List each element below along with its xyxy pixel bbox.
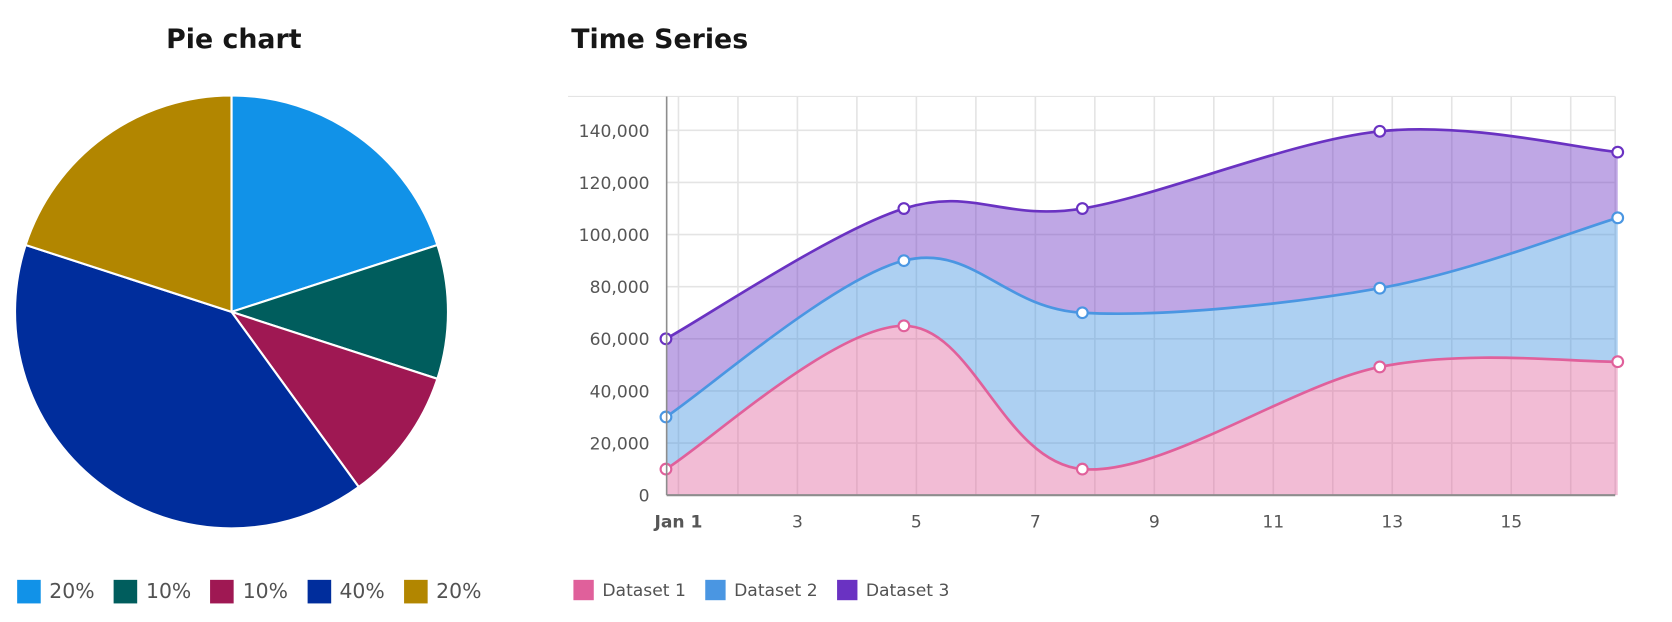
legend-label: 10% bbox=[242, 579, 288, 604]
x-tick-label: 13 bbox=[1381, 512, 1403, 532]
area-dataset-2 bbox=[665, 217, 1618, 470]
y-tick-label: 0 bbox=[639, 487, 650, 507]
time-series-legend: Dataset 1 Dataset 2 Dataset 3 bbox=[573, 579, 968, 601]
x-tick-label: 7 bbox=[1030, 512, 1041, 532]
legend-label: Dataset 2 bbox=[734, 579, 818, 601]
pie-legend: 20% 10% 10% 40% 20% bbox=[17, 579, 501, 604]
legend-swatch bbox=[573, 579, 594, 601]
pie-legend-item[interactable]: 10% bbox=[113, 579, 192, 604]
data-point[interactable] bbox=[1075, 306, 1089, 320]
x-tick-label: 3 bbox=[792, 512, 803, 532]
legend-swatch bbox=[17, 579, 41, 604]
pie-legend-item[interactable]: 40% bbox=[307, 579, 385, 604]
legend-label: Dataset 1 bbox=[602, 579, 686, 601]
data-point[interactable] bbox=[897, 254, 911, 268]
data-point[interactable] bbox=[1075, 202, 1089, 215]
legend-swatch bbox=[113, 579, 138, 604]
x-tick-label: 9 bbox=[1149, 512, 1160, 532]
pie-legend-item[interactable]: 20% bbox=[404, 579, 482, 604]
area-dataset-3 bbox=[665, 129, 1618, 417]
data-point[interactable] bbox=[897, 202, 911, 215]
data-point[interactable] bbox=[1373, 124, 1387, 138]
legend-swatch bbox=[836, 579, 858, 601]
data-point[interactable] bbox=[1611, 145, 1625, 159]
legend-label: 20% bbox=[49, 579, 95, 604]
x-tick-label: 5 bbox=[911, 512, 922, 532]
x-tick-label: Jan 1 bbox=[653, 512, 702, 532]
legend-label: 20% bbox=[436, 579, 482, 604]
data-point[interactable] bbox=[1611, 211, 1625, 225]
data-point[interactable] bbox=[1075, 462, 1089, 476]
ts-legend-item[interactable]: Dataset 3 bbox=[836, 579, 950, 601]
legend-label: 10% bbox=[146, 579, 192, 604]
ts-legend-item[interactable]: Dataset 2 bbox=[705, 579, 818, 601]
data-point[interactable] bbox=[1373, 281, 1387, 295]
legend-swatch bbox=[404, 579, 428, 604]
legend-swatch bbox=[307, 579, 331, 604]
pie-slice[interactable] bbox=[13, 243, 361, 530]
y-tick-label: 80,000 bbox=[590, 278, 650, 298]
time-series-chart: 0 20,000 40,000 60,000 80,000 100,000 120,000 1… bbox=[568, 95, 1625, 532]
legend-label: Dataset 3 bbox=[865, 579, 950, 601]
legend-swatch bbox=[210, 579, 235, 604]
y-tick-label: 140,000 bbox=[579, 122, 650, 142]
y-tick-label: 20,000 bbox=[590, 434, 650, 454]
legend-swatch bbox=[705, 579, 726, 601]
ts-legend-item[interactable]: Dataset 1 bbox=[573, 579, 686, 601]
legend-label: 40% bbox=[339, 579, 385, 604]
time-series-title: Time Series bbox=[571, 23, 749, 55]
data-point[interactable] bbox=[1373, 360, 1387, 374]
data-point[interactable] bbox=[897, 319, 911, 333]
y-tick-label: 120,000 bbox=[579, 174, 650, 194]
data-point[interactable] bbox=[1611, 355, 1625, 369]
pie-legend-item[interactable]: 20% bbox=[17, 579, 95, 604]
pie-slice[interactable] bbox=[228, 243, 450, 381]
x-tick-label: 11 bbox=[1262, 512, 1284, 532]
pie-legend-item[interactable]: 10% bbox=[210, 579, 288, 604]
pie-chart-title: Pie chart bbox=[166, 23, 302, 55]
pie-slice[interactable] bbox=[228, 309, 439, 489]
x-tick-label: 15 bbox=[1500, 512, 1522, 532]
y-tick-label: 100,000 bbox=[579, 226, 650, 246]
pie-slice[interactable] bbox=[230, 94, 439, 314]
y-tick-label: 60,000 bbox=[590, 330, 650, 350]
y-tick-label: 40,000 bbox=[590, 382, 650, 402]
pie-chart bbox=[13, 94, 450, 530]
pie-slice[interactable] bbox=[24, 94, 233, 314]
